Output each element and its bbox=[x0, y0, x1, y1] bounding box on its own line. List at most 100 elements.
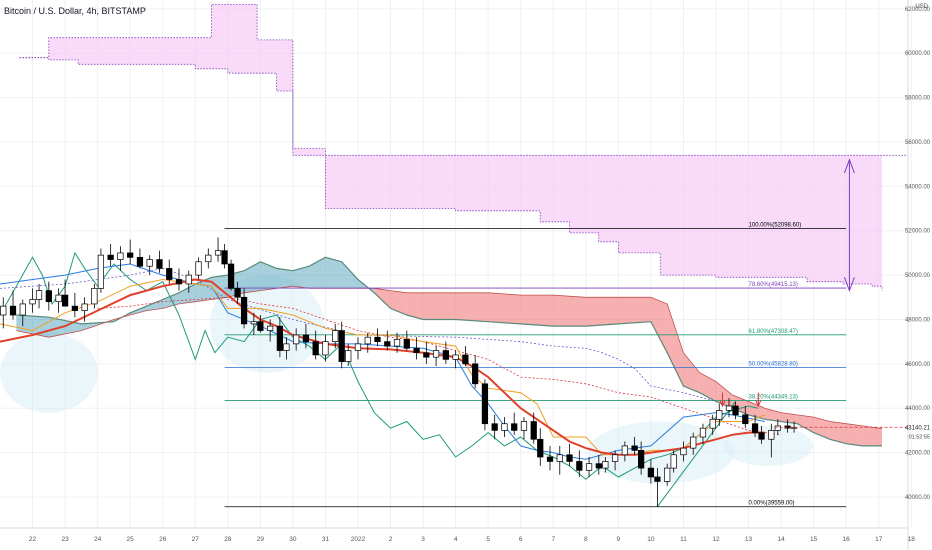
candle-up bbox=[250, 321, 257, 325]
candle-down bbox=[595, 463, 602, 469]
kumo-segment-bearish bbox=[748, 401, 765, 420]
candle-down bbox=[234, 288, 241, 298]
kumo-segment-bearish bbox=[374, 288, 391, 309]
fib-trend-line bbox=[657, 401, 736, 508]
chart-title: Bitcoin / U.S. Dollar, 4h, BITSTAMP bbox=[4, 6, 146, 16]
y-tick-label: 46000.00 bbox=[905, 362, 931, 368]
x-tick-label: 12 bbox=[712, 536, 720, 543]
y-tick-label: 42000.00 bbox=[905, 451, 931, 457]
candle-up bbox=[293, 334, 300, 345]
candle-up bbox=[0, 305, 7, 316]
candle-down bbox=[576, 461, 583, 471]
fib-layer: 100.00%(52098.60) 78.60%(49415.13) 61.80%(… bbox=[224, 223, 847, 508]
fib-level-label: 0.00%(39559.00) bbox=[749, 501, 795, 507]
kumo-segment-bullish bbox=[195, 277, 212, 302]
kumo-segment-bearish bbox=[553, 295, 586, 327]
kumo-segment-bearish bbox=[488, 292, 521, 324]
kumo-segment-bearish bbox=[846, 423, 863, 446]
kumo-segment-bearish bbox=[423, 292, 456, 320]
candle-down bbox=[45, 290, 52, 303]
candle-down bbox=[751, 423, 759, 433]
candle-up bbox=[354, 343, 362, 351]
candle-up bbox=[364, 336, 371, 345]
candle-up bbox=[452, 354, 459, 360]
candle-down bbox=[511, 423, 518, 431]
kumo-segment-bullish bbox=[179, 284, 196, 304]
candle-down bbox=[442, 350, 449, 360]
x-tick-label: 30 bbox=[289, 536, 297, 543]
candle-up bbox=[725, 405, 733, 411]
candle-up bbox=[117, 252, 124, 260]
candle-up bbox=[35, 290, 43, 300]
x-tick-label: 8 bbox=[584, 536, 588, 543]
candle-down bbox=[338, 330, 345, 362]
signal-arrow-down bbox=[755, 392, 762, 408]
arrow-head-down bbox=[843, 277, 855, 293]
x-tick-label: 18 bbox=[908, 536, 916, 543]
candle-up bbox=[790, 426, 798, 429]
y-tick-label: 52000.00 bbox=[905, 229, 931, 235]
candle-up bbox=[91, 288, 98, 305]
candle-up bbox=[195, 261, 202, 276]
candle-down bbox=[654, 476, 661, 482]
candle-down bbox=[9, 305, 17, 316]
y-tick-label: 44000.00 bbox=[905, 406, 931, 412]
candle-down bbox=[166, 268, 173, 280]
candle-up bbox=[520, 421, 528, 431]
kumo-segment-bearish bbox=[585, 297, 619, 327]
candle-down bbox=[175, 279, 183, 285]
x-tick-label: 31 bbox=[322, 536, 330, 543]
daily-cloud-fill bbox=[19, 4, 882, 291]
countdown-tag: 01:52:55 bbox=[909, 434, 930, 440]
candle-up bbox=[611, 454, 619, 462]
candle-down bbox=[403, 339, 410, 349]
candle-up bbox=[680, 447, 687, 456]
kumo-segment-bullish bbox=[341, 261, 358, 289]
candle-up bbox=[670, 454, 677, 469]
y-tick-label: 60000.00 bbox=[905, 51, 931, 57]
candle-up bbox=[556, 454, 563, 462]
kumo-segment-bullish bbox=[16, 315, 49, 338]
candle-up bbox=[185, 274, 192, 285]
kijun-line bbox=[0, 278, 765, 456]
tenkan-daily-dashed bbox=[97, 296, 782, 436]
kumo-segment-bearish bbox=[406, 292, 424, 320]
annotation-layer: 39559444564178041000DAILYCLOUDS bbox=[719, 158, 908, 428]
kumo-segment-bullish bbox=[162, 292, 179, 309]
x-tick-label: 10 bbox=[647, 536, 655, 543]
candle-down bbox=[647, 467, 655, 478]
candle-down bbox=[413, 347, 420, 354]
kumo-segment-bullish bbox=[260, 261, 277, 291]
candle-down bbox=[631, 445, 638, 451]
kumo-segment-bullish bbox=[325, 257, 342, 289]
candle-up bbox=[664, 467, 671, 482]
candle-up bbox=[205, 254, 212, 263]
highlight-blob bbox=[723, 425, 813, 466]
ema-line bbox=[0, 278, 765, 456]
fib-level-label: 100.00%(52098.60) bbox=[749, 223, 802, 229]
x-tick-label: 25 bbox=[127, 536, 135, 543]
kumo-segment-bearish bbox=[862, 425, 879, 446]
candle-up bbox=[432, 350, 440, 358]
x-tick-label: 22 bbox=[29, 536, 37, 543]
candle-down bbox=[312, 341, 319, 356]
candle-down bbox=[257, 321, 264, 331]
candle-down bbox=[384, 341, 391, 347]
senkou-span-a bbox=[16, 256, 882, 447]
candle-down bbox=[472, 363, 479, 385]
x-tick-label: 28 bbox=[224, 536, 232, 543]
daily-cloud-span-a bbox=[19, 4, 908, 156]
candle-up bbox=[283, 343, 290, 351]
candle-up bbox=[81, 303, 88, 311]
candle-down bbox=[136, 256, 144, 267]
signal-arrow-down bbox=[719, 392, 726, 408]
candle-up bbox=[55, 294, 62, 303]
candle-up bbox=[345, 350, 352, 362]
candle-down bbox=[530, 421, 537, 440]
y-tick-label: 54000.00 bbox=[905, 184, 931, 190]
x-tick-label: 2 bbox=[389, 536, 393, 543]
y-tick-label: 48000.00 bbox=[905, 317, 931, 323]
candle-up bbox=[774, 425, 781, 431]
candle-up bbox=[267, 325, 274, 331]
